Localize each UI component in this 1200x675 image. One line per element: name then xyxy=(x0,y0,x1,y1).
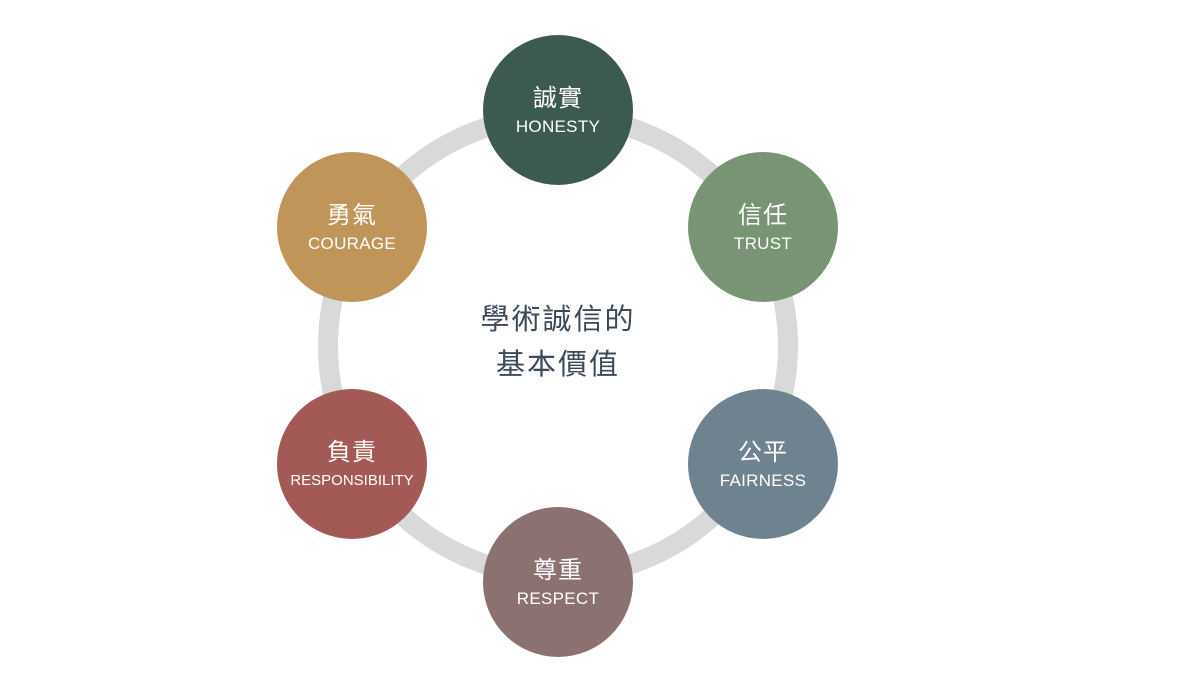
value-label-en: RESPECT xyxy=(516,588,600,608)
value-label-zh: 誠實 xyxy=(533,83,583,112)
value-label-zh: 尊重 xyxy=(533,555,583,584)
value-label-en: COURAGE xyxy=(307,233,397,253)
value-label-en: HONESTY xyxy=(515,116,601,136)
center-title: 學術誠信的 基本價值 xyxy=(458,297,658,387)
value-label-zh: 勇氣 xyxy=(327,200,377,229)
value-node-respect: 尊重 RESPECT xyxy=(483,507,633,657)
value-label-zh: 公平 xyxy=(738,437,788,466)
value-label-en: FAIRNESS xyxy=(719,470,807,490)
value-node-courage: 勇氣 COURAGE xyxy=(277,152,427,302)
center-title-line-1: 學術誠信的 xyxy=(480,302,636,336)
value-node-trust: 信任 TRUST xyxy=(688,152,838,302)
value-node-responsibility: 負責 RESPONSIBILITY xyxy=(277,389,427,539)
value-node-fairness: 公平 FAIRNESS xyxy=(688,389,838,539)
value-label-zh: 負責 xyxy=(327,437,377,466)
center-title-line-2: 基本價值 xyxy=(495,347,620,381)
value-label-zh: 信任 xyxy=(738,200,788,229)
value-node-honesty: 誠實 HONESTY xyxy=(483,35,633,185)
value-label-en: RESPONSIBILITY xyxy=(290,471,414,489)
value-label-en: TRUST xyxy=(733,233,793,253)
